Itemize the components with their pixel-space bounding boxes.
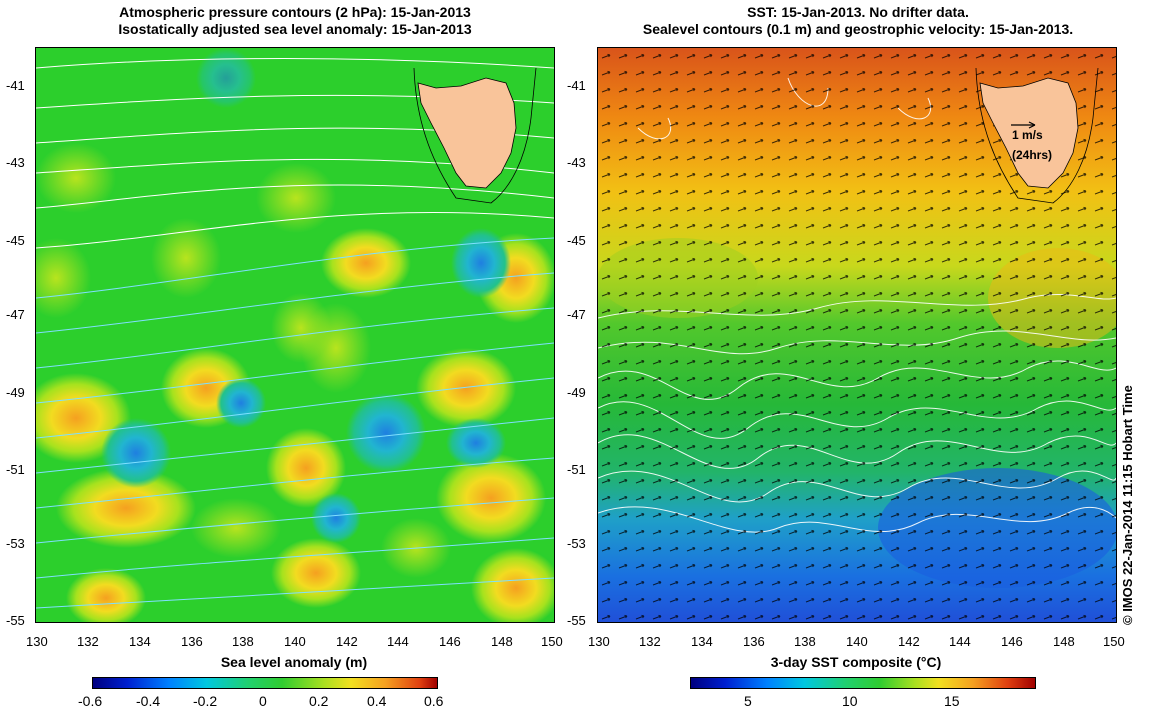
left-colorbar-tick: 0.2 bbox=[309, 693, 329, 709]
right-title-line1: SST: 15-Jan-2013. No drifter data. bbox=[747, 4, 969, 20]
left-y-tick: -55 bbox=[6, 613, 25, 628]
right-x-tick: 132 bbox=[639, 634, 661, 649]
velocity-scale-label: 1 m/s bbox=[1012, 128, 1043, 142]
right-y-tick: -41 bbox=[567, 78, 586, 93]
right-colorbar-tick: 15 bbox=[944, 693, 960, 709]
left-y-tick: -53 bbox=[6, 536, 25, 551]
right-x-tick: 140 bbox=[846, 634, 868, 649]
left-title-line1: Atmospheric pressure contours (2 hPa): 1… bbox=[119, 4, 471, 20]
right-x-tick: 142 bbox=[898, 634, 920, 649]
right-colorbar-tick: 5 bbox=[744, 693, 752, 709]
right-y-tick: -53 bbox=[567, 536, 586, 551]
left-y-tick: -45 bbox=[6, 233, 25, 248]
left-x-tick: 134 bbox=[129, 634, 151, 649]
sst-map: 1 m/s (24hrs) bbox=[597, 47, 1117, 623]
right-x-tick: 136 bbox=[743, 634, 765, 649]
left-x-tick: 146 bbox=[439, 634, 461, 649]
right-x-tick: 150 bbox=[1103, 634, 1125, 649]
left-y-tick: -43 bbox=[6, 155, 25, 170]
left-colorbar-tick: 0 bbox=[259, 693, 267, 709]
left-x-tick: 148 bbox=[491, 634, 513, 649]
left-y-tick: -41 bbox=[6, 78, 25, 93]
right-colorbar-tick: 10 bbox=[842, 693, 858, 709]
right-y-tick: -49 bbox=[567, 385, 586, 400]
left-y-tick: -47 bbox=[6, 307, 25, 322]
copyright-notice: © IMOS 22-Jan-2014 11:15 Hobart Time bbox=[1120, 385, 1135, 625]
left-y-tick: -49 bbox=[6, 385, 25, 400]
right-x-tick: 148 bbox=[1053, 634, 1075, 649]
sea-level-colorbar bbox=[92, 677, 438, 689]
right-x-tick: 144 bbox=[949, 634, 971, 649]
right-y-tick: -51 bbox=[567, 462, 586, 477]
right-x-tick: 134 bbox=[691, 634, 713, 649]
left-colorbar-tick: -0.6 bbox=[78, 693, 103, 709]
tasmania-land bbox=[417, 77, 517, 189]
sst-plot bbox=[598, 48, 1116, 622]
left-x-tick: 138 bbox=[232, 634, 254, 649]
left-colorbar-label: Sea level anomaly (m) bbox=[220, 654, 368, 670]
right-y-tick: -45 bbox=[567, 233, 586, 248]
velocity-scale-sublabel: (24hrs) bbox=[1012, 148, 1053, 162]
left-x-tick: 136 bbox=[181, 634, 203, 649]
left-x-tick: 150 bbox=[541, 634, 563, 649]
left-y-tick: -51 bbox=[6, 462, 25, 477]
left-colorbar-tick: -0.4 bbox=[136, 693, 161, 709]
right-y-tick: -55 bbox=[567, 613, 586, 628]
sea-level-anomaly-plot bbox=[36, 48, 554, 622]
right-x-tick: 146 bbox=[1001, 634, 1023, 649]
left-title-line2: Isostatically adjusted sea level anomaly… bbox=[118, 21, 472, 37]
left-x-tick: 144 bbox=[387, 634, 409, 649]
right-colorbar-label: 3-day SST composite (°C) bbox=[770, 654, 942, 670]
left-colorbar-tick: 0.4 bbox=[367, 693, 387, 709]
right-x-tick: 138 bbox=[794, 634, 816, 649]
left-x-tick: 132 bbox=[77, 634, 99, 649]
left-x-tick: 142 bbox=[336, 634, 358, 649]
left-x-tick: 130 bbox=[26, 634, 48, 649]
left-colorbar-tick: 0.6 bbox=[424, 693, 444, 709]
left-colorbar-tick: -0.2 bbox=[193, 693, 218, 709]
right-title-line2: Sealevel contours (0.1 m) and geostrophi… bbox=[642, 21, 1074, 37]
right-y-tick: -43 bbox=[567, 155, 586, 170]
left-x-tick: 140 bbox=[284, 634, 306, 649]
tasmania-land bbox=[979, 77, 1079, 189]
sst-colorbar bbox=[690, 677, 1036, 689]
right-x-tick: 130 bbox=[588, 634, 610, 649]
right-y-tick: -47 bbox=[567, 307, 586, 322]
sea-level-anomaly-map bbox=[35, 47, 555, 623]
